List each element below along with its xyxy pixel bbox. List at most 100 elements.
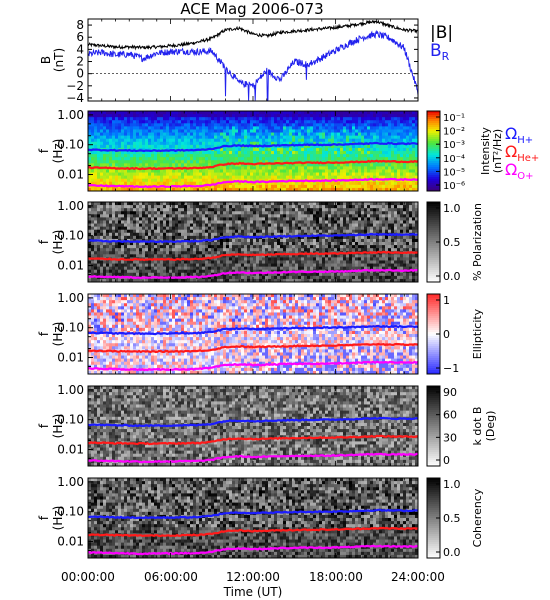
spectrogram-cell: [271, 248, 275, 252]
spectrogram-cell: [178, 144, 182, 149]
spectrogram-cell: [109, 260, 113, 264]
spectrogram-cell: [376, 114, 380, 118]
spectrogram-cell: [247, 272, 251, 277]
spectrogram-cell: [226, 184, 230, 189]
spectrogram-cell: [310, 217, 314, 221]
spectrogram-cell: [319, 235, 323, 240]
spectrogram-cell: [130, 245, 134, 249]
spectrogram-cell: [103, 211, 107, 215]
spectrogram-cell: [319, 217, 323, 221]
spectrogram-cell: [334, 129, 338, 133]
spectrogram-cell: [163, 169, 167, 173]
spectrogram-cell: [154, 132, 158, 137]
spectrogram-cell: [109, 160, 113, 164]
spectrogram-cell: [253, 202, 257, 206]
spectrogram-cell: [88, 154, 92, 158]
spectrogram-cell: [256, 181, 260, 186]
spectrogram-cell: [232, 172, 236, 177]
spectrogram-cell: [391, 154, 395, 158]
spectrogram-cell: [181, 187, 185, 192]
spectrogram-cell: [100, 245, 104, 249]
spectrogram-cell: [103, 163, 107, 167]
spectrogram-cell: [304, 187, 308, 192]
spectrogram-cell: [289, 242, 293, 246]
spectrogram-cell: [91, 132, 95, 137]
spectrogram-cell: [319, 232, 323, 237]
spectrogram-cell: [232, 163, 236, 167]
spectrogram-cell: [271, 157, 275, 161]
spectrogram-cell: [214, 223, 218, 228]
spectrogram-cell: [130, 126, 134, 130]
spectrogram-cell: [106, 129, 110, 133]
spectrogram-cell: [133, 269, 137, 274]
spectrogram-cell: [295, 217, 299, 221]
b-ytick-label-5: −2: [66, 79, 84, 93]
spectrogram-cell: [304, 275, 308, 280]
spectrogram-cell: [235, 154, 239, 158]
spectrogram-cell: [274, 205, 278, 209]
spectrogram-cell: [139, 169, 143, 173]
spectrogram-cell: [298, 242, 302, 246]
spectrogram-cell: [211, 220, 215, 224]
spectrogram-cell: [382, 175, 386, 180]
colorbar-cell: [427, 179, 440, 182]
spectrogram-cell: [244, 126, 248, 130]
spectrogram-cell: [181, 132, 185, 137]
spectrogram-cell: [91, 157, 95, 161]
spectrogram-cell: [289, 123, 293, 127]
spectrogram-cell: [313, 181, 317, 186]
spectrogram-cell: [244, 129, 248, 133]
spectrogram-cell: [406, 172, 410, 177]
spectrogram-cell: [310, 166, 314, 170]
spectrogram-cell: [385, 175, 389, 180]
spectrogram-cell: [160, 154, 164, 158]
spectrogram-cell: [289, 238, 293, 243]
spectrogram-cell: [319, 154, 323, 158]
spectrogram-cell: [370, 126, 374, 130]
spectrogram-cell: [280, 129, 284, 133]
spectrogram-cell: [340, 111, 344, 115]
spectrogram-cell: [301, 248, 305, 252]
spectrogram-cell: [253, 275, 257, 280]
spectrogram-cell: [379, 132, 383, 137]
spectrogram-cell: [307, 169, 311, 173]
spectrogram-cell: [244, 157, 248, 161]
spectrogram-cell: [100, 260, 104, 264]
spectrogram-cell: [136, 205, 140, 209]
spectrogram-cell: [100, 263, 104, 268]
spectrogram-cell: [232, 151, 236, 155]
spectrogram-cell: [391, 132, 395, 137]
spectrogram-cell: [397, 184, 401, 189]
spectrogram-cell: [202, 178, 206, 183]
spectrogram-cell: [97, 266, 101, 271]
spectrogram-cell: [415, 135, 419, 140]
spectrogram-cell: [160, 248, 164, 252]
spectrogram-cell: [106, 135, 110, 140]
spectrogram-cell: [403, 187, 407, 192]
spectrogram-cell: [286, 172, 290, 177]
spectrogram-cell: [232, 245, 236, 249]
spectrogram-cell: [253, 211, 257, 215]
spectrogram-cell: [247, 117, 251, 121]
spectrogram-cell: [337, 144, 341, 149]
spectrogram-cell: [97, 214, 101, 218]
spectrogram-cell: [235, 151, 239, 155]
spectrogram-cell: [370, 138, 374, 143]
spectrogram-cell: [235, 135, 239, 140]
spectrogram-cell: [229, 263, 233, 268]
spectrogram-cell: [313, 202, 317, 206]
spectrogram-cell: [292, 238, 296, 243]
spectrogram-cell: [91, 254, 95, 258]
spectrogram-cell: [100, 226, 104, 231]
spectrogram-cell: [346, 129, 350, 133]
spectrogram-cell: [142, 232, 146, 237]
spectrogram-cell: [229, 160, 233, 164]
spectrogram-cell: [355, 157, 359, 161]
spectrogram-cell: [391, 178, 395, 183]
spectrogram-cell: [229, 217, 233, 221]
spectrogram-cell: [163, 266, 167, 271]
spectrogram-cell: [124, 126, 128, 130]
spectrogram-cell: [226, 238, 230, 243]
spectrogram-cell: [154, 251, 158, 255]
spectrogram-cell: [187, 272, 191, 277]
